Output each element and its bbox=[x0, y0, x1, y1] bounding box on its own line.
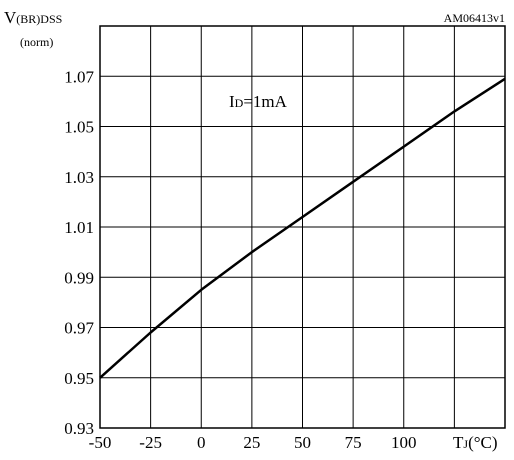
x-axis-label-sub: J bbox=[463, 437, 468, 451]
grid-lines bbox=[100, 26, 505, 428]
x-tick-label: 75 bbox=[345, 433, 362, 452]
x-tick-label: 0 bbox=[197, 433, 206, 452]
chart-id-code: AM06413v1 bbox=[444, 11, 505, 25]
x-axis-label-main: T bbox=[453, 433, 464, 452]
y-tick-label: 0.95 bbox=[64, 369, 94, 388]
x-tick-label: -50 bbox=[89, 433, 112, 452]
y-tick-label: 1.05 bbox=[64, 118, 94, 137]
y-tick-label: 0.93 bbox=[64, 419, 94, 438]
annotation-id-condition: ID=1mA bbox=[229, 92, 288, 111]
x-axis-label: TJ(°C) bbox=[453, 433, 498, 452]
y-tick-label: 0.99 bbox=[64, 268, 94, 287]
y-axis-label: V(BR)DSS bbox=[4, 8, 62, 27]
series-line bbox=[99, 77, 506, 379]
annotation-rest: =1mA bbox=[243, 92, 287, 111]
y-tick-labels: 0.93 0.95 0.97 0.99 1.01 1.03 1.05 1.07 bbox=[64, 67, 94, 438]
x-tick-labels: -50 -25 0 25 50 75 100 bbox=[89, 433, 417, 452]
annotation-sub: D bbox=[235, 96, 244, 110]
y-tick-label: 1.07 bbox=[64, 67, 94, 86]
x-tick-label: 50 bbox=[294, 433, 311, 452]
annotation-main: I bbox=[229, 92, 235, 111]
x-tick-label: -25 bbox=[139, 433, 162, 452]
y-tick-label: 0.97 bbox=[64, 319, 94, 338]
y-tick-label: 1.01 bbox=[64, 218, 94, 237]
y-tick-label: 1.03 bbox=[64, 168, 94, 187]
plot-frame bbox=[99, 25, 506, 429]
x-axis-label-unit: (°C) bbox=[468, 433, 497, 452]
series-curve bbox=[99, 77, 506, 379]
y-axis-label-sub: (BR)DSS bbox=[16, 12, 62, 26]
y-axis-label-main: V bbox=[4, 8, 17, 27]
x-tick-label: 100 bbox=[391, 433, 417, 452]
x-tick-label: 25 bbox=[243, 433, 260, 452]
y-axis-unit: (norm) bbox=[20, 35, 53, 49]
